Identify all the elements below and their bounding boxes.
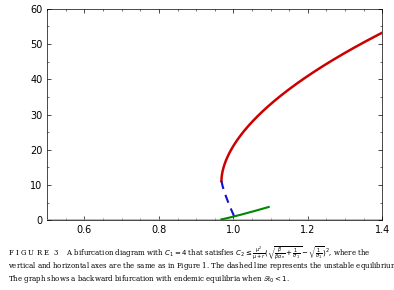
Text: The graph shows a backward bifurcation with endemic equilibria when $\mathscr{R}: The graph shows a backward bifurcation w… bbox=[8, 273, 290, 285]
Text: F I G U R E  3    A bifurcation diagram with $C_1 = 4$ that satisfies $C_2 \leq : F I G U R E 3 A bifurcation diagram with… bbox=[8, 245, 371, 262]
Text: vertical and horizontal axes are the same as in Figure 1. The dashed line repres: vertical and horizontal axes are the sam… bbox=[8, 260, 394, 271]
